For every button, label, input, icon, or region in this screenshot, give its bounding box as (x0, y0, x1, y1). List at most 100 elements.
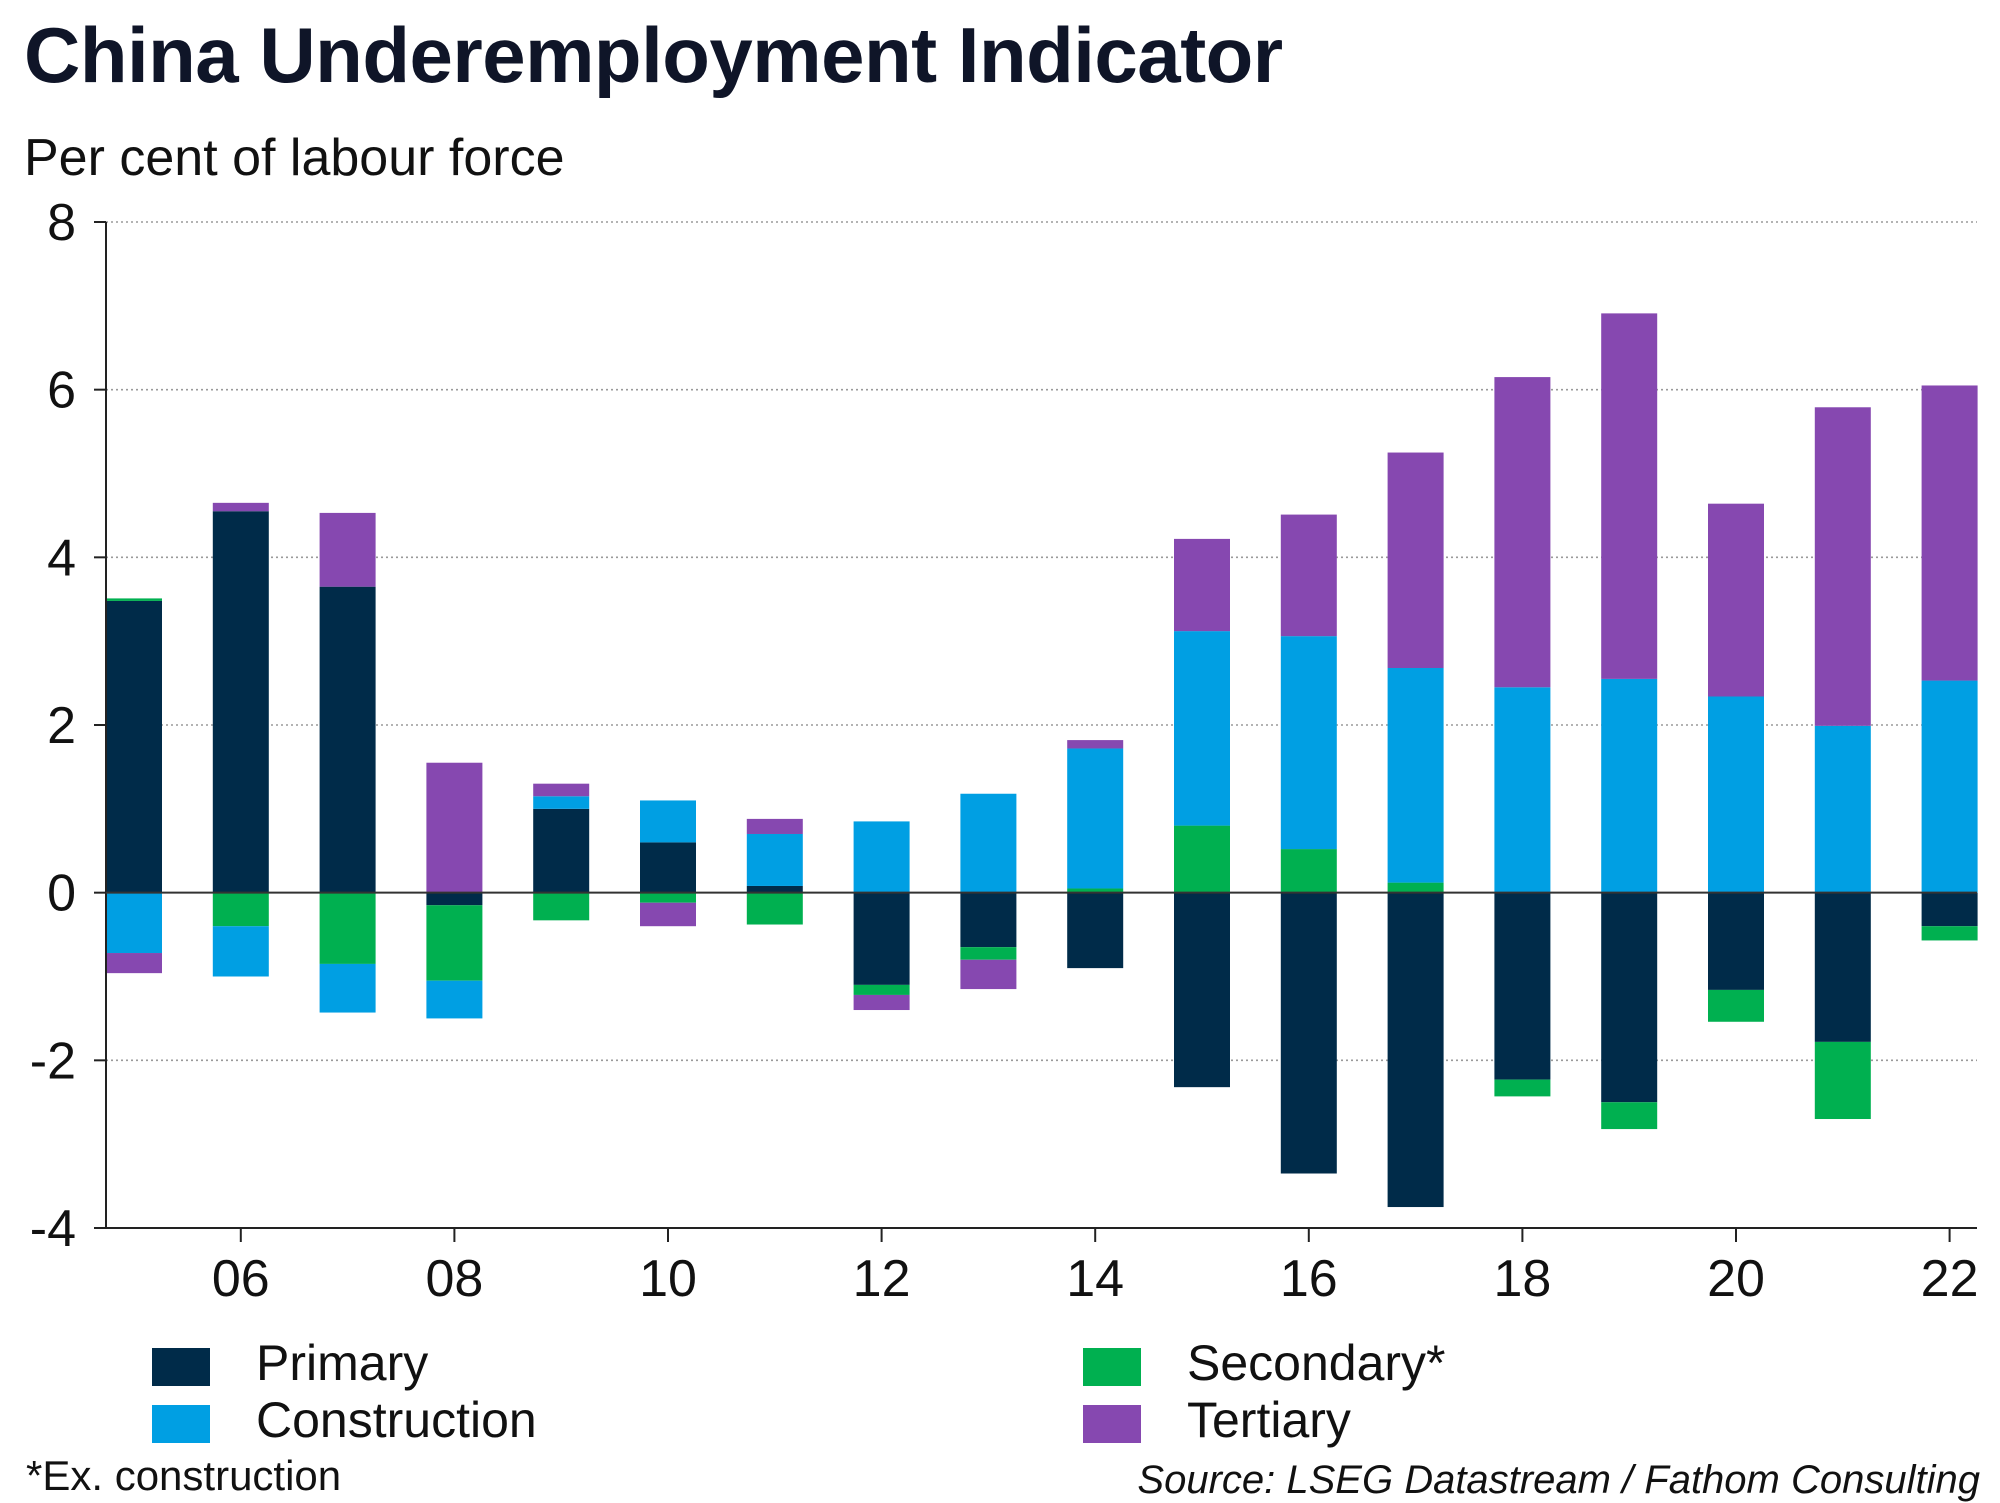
footnote: *Ex. construction (26, 1452, 342, 1499)
legend-swatch-construction (152, 1405, 210, 1443)
bar-primary-2020 (1708, 892, 1764, 990)
bar-tertiary-2015 (1174, 538, 1230, 632)
bar-primary-2014 (1067, 892, 1124, 969)
x-tick-label: 16 (1280, 1250, 1338, 1308)
bar-primary-2018 (1494, 892, 1551, 1080)
bar-primary-2010 (640, 842, 696, 893)
bar-construction-2005 (106, 892, 162, 954)
bar-primary-2017 (1387, 892, 1444, 1208)
y-tick-label: 0 (47, 865, 76, 923)
bars (106, 313, 1978, 1208)
bar-secondary-2008 (426, 905, 483, 981)
legend-swatch-primary (152, 1348, 210, 1386)
bar-construction-2012 (853, 821, 910, 893)
bar-tertiary-2013 (960, 959, 1017, 990)
bar-secondary-2010 (640, 892, 696, 903)
bar-tertiary-2005 (106, 953, 162, 974)
bar-tertiary-2006 (212, 502, 269, 512)
bar-secondary-2007 (319, 892, 376, 964)
legend-label-tertiary: Tertiary (1187, 1392, 1351, 1448)
bar-tertiary-2012 (853, 994, 910, 1011)
bar-secondary-2011 (746, 892, 803, 925)
bar-construction-2022 (1921, 680, 1978, 893)
x-tick-label: 14 (1066, 1250, 1124, 1308)
bar-primary-2019 (1601, 892, 1658, 1103)
bar-construction-2015 (1174, 631, 1230, 826)
bar-construction-2013 (960, 793, 1017, 893)
legend-label-secondary: Secondary* (1187, 1335, 1446, 1391)
bar-primary-2016 (1280, 892, 1337, 1174)
bar-construction-2021 (1814, 725, 1871, 893)
bar-primary-2008 (426, 892, 483, 906)
bar-tertiary-2008 (426, 762, 483, 893)
bar-tertiary-2018 (1494, 377, 1551, 688)
bar-tertiary-2022 (1921, 385, 1978, 681)
bar-tertiary-2010 (640, 902, 696, 927)
bar-tertiary-2007 (319, 512, 376, 587)
bar-primary-2021 (1814, 892, 1871, 1042)
bar-secondary-2017 (1387, 882, 1444, 893)
bar-tertiary-2020 (1708, 503, 1764, 697)
bar-secondary-2009 (533, 892, 590, 921)
bar-construction-2017 (1387, 667, 1444, 883)
bar-primary-2013 (960, 892, 1017, 948)
bar-secondary-2021 (1814, 1041, 1871, 1120)
bar-secondary-2012 (853, 984, 910, 995)
bar-primary-2005 (106, 600, 162, 893)
bar-primary-2012 (853, 892, 910, 985)
stacked-bar-chart: 8 6 4 20 -2 -4 06 08 10 12 14 16 18 20 22 (30, 194, 1979, 1308)
bar-construction-2008 (426, 980, 483, 1019)
bar-tertiary-2016 (1280, 514, 1337, 637)
gridlines (106, 221, 1977, 1062)
bar-tertiary-2021 (1814, 407, 1871, 726)
bar-construction-2010 (640, 800, 696, 843)
source-note: Source: LSEG Datastream / Fathom Consult… (1137, 1458, 1980, 1502)
bar-construction-2020 (1708, 696, 1764, 893)
x-tick-label: 18 (1493, 1250, 1551, 1308)
chart-subtitle: Per cent of labour force (24, 129, 565, 187)
bar-secondary-2020 (1708, 989, 1764, 1022)
y-tick-label: -4 (30, 1200, 76, 1258)
x-tick-label: 10 (639, 1250, 697, 1308)
bar-secondary-2015 (1174, 825, 1230, 893)
bar-construction-2018 (1494, 687, 1551, 893)
bar-primary-2022 (1921, 892, 1978, 927)
bar-primary-2011 (746, 885, 803, 893)
chart-title: China Underemployment Indicator (24, 11, 1283, 99)
bar-secondary-2006 (212, 892, 269, 927)
bar-tertiary-2019 (1601, 313, 1658, 679)
x-tick-label: 22 (1921, 1250, 1979, 1308)
legend-swatch-secondary (1083, 1348, 1141, 1386)
bar-secondary-2013 (960, 947, 1017, 960)
bar-secondary-2019 (1601, 1102, 1658, 1130)
y-tick-label: 4 (47, 529, 76, 587)
x-tick-label: 12 (853, 1250, 911, 1308)
y-tick-label: -2 (30, 1032, 76, 1090)
bar-construction-2011 (746, 833, 803, 886)
y-tick-label: 6 (47, 362, 76, 420)
bar-tertiary-2011 (746, 818, 803, 834)
legend-label-primary: Primary (256, 1335, 429, 1391)
x-tick-label: 06 (212, 1250, 270, 1308)
bar-construction-2014 (1067, 748, 1124, 889)
x-tick-label: 20 (1707, 1250, 1765, 1308)
bar-tertiary-2014 (1067, 740, 1124, 749)
bar-construction-2016 (1280, 636, 1337, 850)
x-tick-label: 08 (425, 1250, 483, 1308)
bar-secondary-2018 (1494, 1079, 1551, 1097)
bar-primary-2007 (319, 586, 376, 893)
x-axis-tick-labels: 06 08 10 12 14 16 18 20 22 (212, 1250, 1979, 1308)
bar-tertiary-2009 (533, 783, 590, 797)
bar-tertiary-2017 (1387, 452, 1444, 668)
y-axis-tick-labels: 8 6 4 2 0 -2 -4 (30, 194, 76, 1258)
bar-construction-2009 (533, 796, 590, 809)
y-tick-label: 8 (47, 194, 76, 252)
bar-construction-2019 (1601, 678, 1658, 893)
bar-secondary-2014 (1067, 888, 1124, 893)
axes (94, 221, 1977, 1242)
bar-secondary-2016 (1280, 849, 1337, 893)
bar-construction-2006 (212, 926, 269, 977)
bar-secondary-2005 (106, 598, 162, 601)
legend-swatch-tertiary (1083, 1405, 1141, 1443)
bar-construction-2007 (319, 963, 376, 1013)
